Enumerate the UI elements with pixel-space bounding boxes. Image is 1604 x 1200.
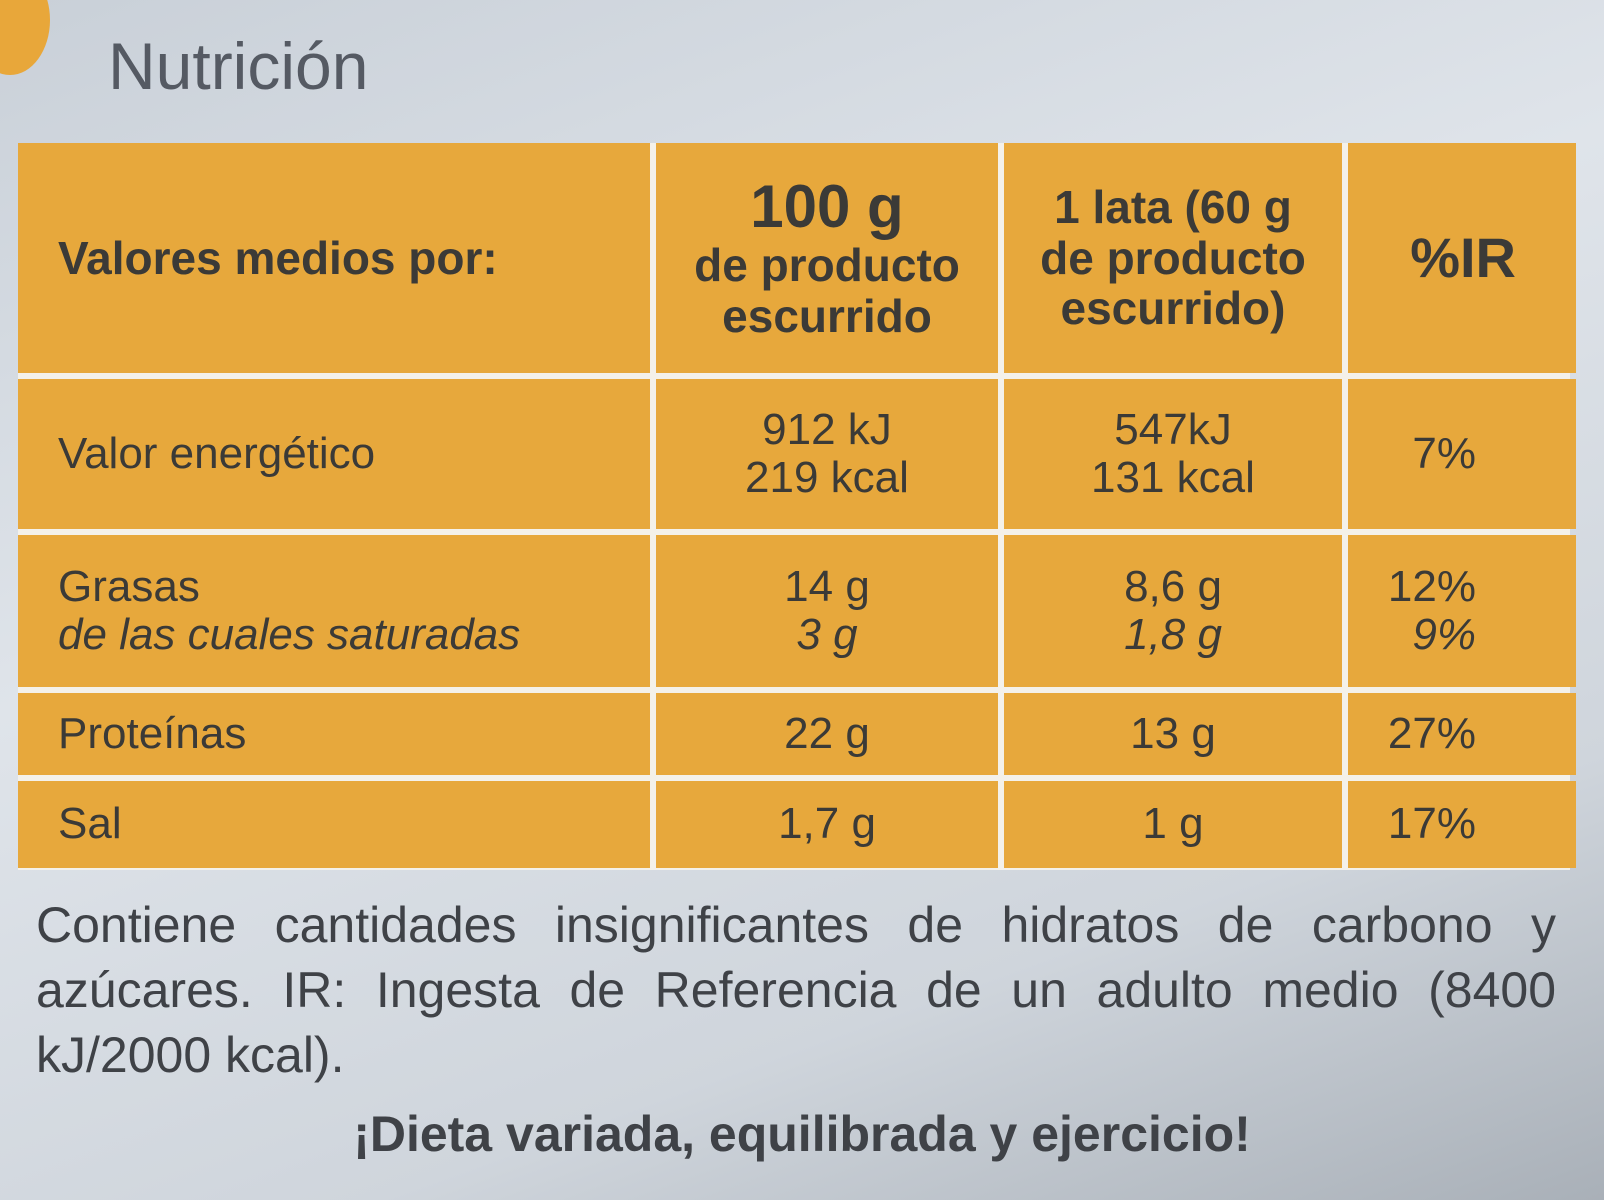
cell-line: 17% [1387,799,1476,849]
slogan: ¡Dieta variada, equilibrada y ejercicio! [353,1106,1251,1162]
cell-line: escurrido) [1060,282,1286,335]
cell-line: 7% [1412,428,1476,478]
cell-line: Valor energético [58,428,376,478]
cell-line: 12% [1387,561,1476,611]
cell-line: 3 g [796,610,858,659]
table-cell: 27% [1348,693,1576,775]
table-cell: Grasas de las cuales saturadas [18,535,650,687]
cell-line: escurrido [722,290,932,342]
table-cell: 7% [1348,379,1576,529]
table-cell: 1,7 g [656,781,998,868]
cell-line: 1 g [1142,799,1204,849]
cell-line: de producto [694,239,960,292]
table-cell: 547kJ 131 kcal [1004,379,1342,529]
cell-line: 131 kcal [1091,453,1255,502]
cell-line: 1,8 g [1124,610,1222,659]
cell-line: 1 lata (60 g [1054,181,1292,234]
table-cell: 22 g [656,693,998,775]
cell-line: %IR [1410,226,1516,290]
cell-line: Valores medios por: [58,231,498,284]
cell-line: 8,6 g [1124,561,1222,611]
nutrition-icon [0,0,50,75]
cell-line: 912 kJ [762,404,892,454]
cell-line: 100 g [750,173,904,241]
table-cell: Valor energético [18,379,650,529]
table-cell: 912 kJ 219 kcal [656,379,998,529]
table-cell: 13 g [1004,693,1342,775]
cell-line: 14 g [784,561,870,611]
table-cell: %IR [1348,143,1576,373]
cell-line: 22 g [784,708,870,758]
table-cell: Sal [18,781,650,868]
cell-line: de las cuales saturadas [58,610,521,659]
cell-line: Sal [58,799,122,849]
cell-line: 219 kcal [745,453,909,502]
cell-line: de producto [1040,231,1306,284]
title: Nutrición [108,29,369,103]
cell-line: 27% [1387,708,1476,758]
table-cell: 12% 9% [1348,535,1576,687]
table-cell: 17% [1348,781,1576,868]
cell-line: 13 g [1130,708,1216,758]
table-cell: 100 g de producto escurrido [656,143,998,373]
cell-line: 1,7 g [778,799,876,849]
table-cell: Valores medios por: [18,143,650,373]
nutrition-table: Valores medios por: 100 g de producto escur… [18,143,1576,870]
cell-line: Grasas [58,561,200,611]
table-cell: Proteínas [18,693,650,775]
table-cell: 1 g [1004,781,1342,868]
footnote: Contiene cantidades insignificantes de h… [36,897,1556,1083]
table-cell: 8,6 g 1,8 g [1004,535,1342,687]
cell-line: Proteínas [58,708,247,758]
table-cell: 1 lata (60 g de producto escurrido) [1004,143,1342,373]
cell-line: 9% [1412,610,1476,659]
cell-line: 547kJ [1114,404,1232,454]
